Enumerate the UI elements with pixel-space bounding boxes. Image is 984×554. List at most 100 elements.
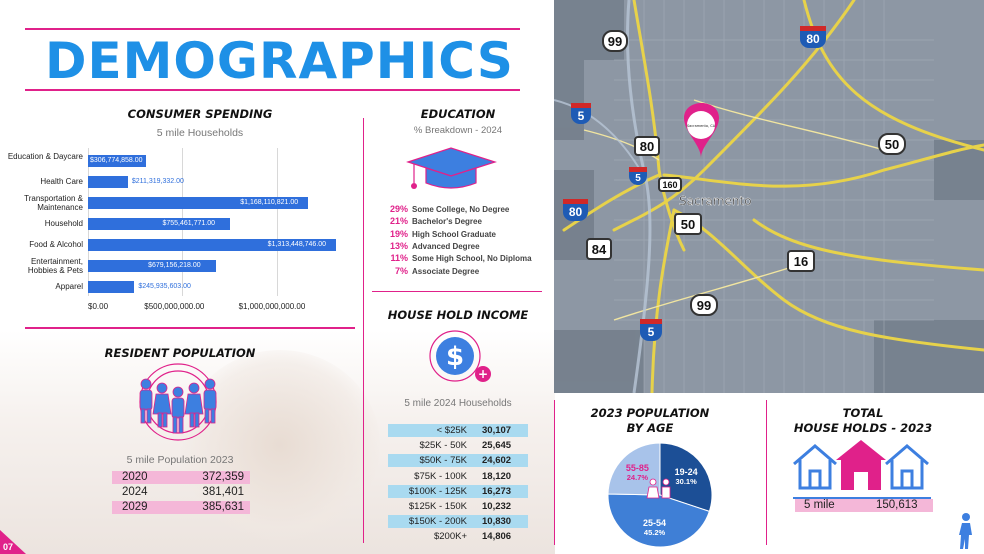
education-percent: 13% — [389, 240, 408, 251]
people-group-icon — [139, 363, 217, 441]
interstate-80-north-shield: 80 — [800, 26, 826, 48]
chart-bar — [88, 259, 217, 272]
income-value: 14,806 — [482, 531, 512, 543]
education-label: Bachelor's Degree — [412, 217, 482, 227]
income-bracket: $150K - 200K — [408, 516, 467, 528]
chart-category-label: Household — [44, 218, 83, 228]
education-heading: EDUCATION — [420, 107, 496, 121]
divider-vertical-right-b — [766, 400, 767, 545]
chart-category-label: Apparel — [55, 281, 83, 291]
population-age-heading-1: 2023 POPULATION — [590, 406, 710, 420]
total-households-rule — [793, 497, 931, 499]
education-label: High School Graduate — [412, 229, 497, 239]
highway-50-east-shield: 50 — [878, 133, 906, 155]
population-year: 2024 — [122, 486, 148, 498]
svg-text:$: $ — [446, 342, 464, 372]
population-value: 385,631 — [202, 501, 244, 513]
chart-bar — [88, 196, 309, 209]
population-year: 2029 — [122, 501, 148, 513]
education-row: 7% Associate Degree — [380, 266, 479, 276]
interstate-5-center-shield: 5 — [629, 167, 647, 185]
divider-vertical-right-a — [554, 400, 555, 545]
income-row: < $25K 30,107 — [388, 424, 528, 437]
consumer-spending-heading: CONSUMER SPENDING — [127, 107, 273, 121]
population-age-heading-2: BY AGE — [626, 421, 674, 435]
chart-x-tick-label: $0.00 — [88, 302, 109, 311]
population-year: 2020 — [122, 471, 148, 483]
page-title: DEMOGRAPHICS — [45, 32, 514, 90]
highway-50-center-shield: 50 — [674, 213, 702, 235]
highway-160-shield: 160 — [658, 177, 682, 192]
highway-84-shield: 84 — [586, 238, 612, 260]
chart-bar-value-label: $1,313,448,746.00 — [267, 240, 327, 248]
total-households-heading-2: HOUSE HOLDS - 2023 — [793, 421, 933, 435]
chart-bar — [88, 238, 336, 251]
svg-text:+: + — [478, 367, 488, 381]
chart-bar — [88, 280, 135, 293]
income-row: $125K - 150K 10,232 — [388, 500, 528, 513]
chart-bar-value-label: $755,461,771.00 — [162, 219, 216, 227]
population-row: 2029 385,631 — [112, 501, 250, 514]
population-value: 372,359 — [202, 471, 244, 483]
highway-80-shield: 80 — [634, 136, 660, 156]
income-row: $25K - 50K 25,645 — [388, 439, 528, 452]
education-percent: 21% — [389, 216, 408, 227]
graduation-cap-icon — [406, 147, 497, 189]
chart-bar — [88, 175, 128, 188]
total-households-bar — [795, 499, 933, 512]
map-marker-text: Sacramento, CA — [687, 124, 716, 128]
income-value: 30,107 — [482, 425, 512, 436]
income-value: 10,830 — [482, 516, 512, 528]
income-bracket: $100K - 125K — [408, 485, 467, 497]
income-row: $50K - 75K 24,602 — [388, 454, 528, 468]
total-households-value: 150,613 — [876, 499, 918, 511]
income-value: 16,273 — [482, 485, 512, 497]
chart-bar — [88, 217, 231, 230]
pie-slice-percent: 30.1% — [676, 477, 698, 486]
resident-population-heading: RESIDENT POPULATION — [104, 346, 256, 360]
consumer-spending-chart: $0.00 $500,000,000.00 $1,000,000,000.00 Edu… — [0, 145, 360, 315]
income-subtitle: 5 mile 2024 Households — [404, 398, 512, 409]
houses-icon — [793, 440, 929, 490]
income-row: $200K+ 14,806 — [388, 530, 528, 543]
total-households-heading-1: TOTAL — [842, 406, 884, 420]
income-bracket: $75K - 100K — [414, 470, 467, 482]
education-label: Associate Degree — [412, 266, 480, 276]
pie-slice-label: 55-85 — [626, 463, 649, 473]
page-number: 07 — [3, 542, 14, 552]
resident-population-subtitle: 5 mile Population 2023 — [126, 454, 234, 466]
chart-category-label: Transportation & Maintenance — [24, 193, 83, 212]
chart-category-label: Food & Alcohol — [29, 239, 83, 249]
chart-category-label: Entertainment, Hobbies & Pets — [27, 256, 83, 275]
income-row: $150K - 200K 10,830 — [388, 515, 528, 529]
income-bracket: $200K+ — [433, 531, 467, 543]
consumer-spending-subtitle: 5 mile Households — [156, 127, 244, 139]
education-row: 21% Bachelor's Degree — [380, 216, 482, 226]
income-value: 10,232 — [482, 501, 512, 512]
income-heading: HOUSE HOLD INCOME — [387, 308, 529, 322]
interstate-80-west-shield: 80 — [563, 199, 588, 221]
chart-gridline — [276, 148, 278, 296]
income-bracket: $125K - 150K — [408, 501, 467, 512]
title-top-rule — [25, 28, 520, 30]
income-row: $100K - 125K 16,273 — [388, 484, 528, 498]
income-bracket: $50K - 75K — [419, 455, 467, 467]
divider-mid — [372, 291, 542, 292]
chart-x-tick-label: $1,000,000,000.00 — [238, 302, 306, 311]
education-subtitle: % Breakdown - 2024 — [413, 125, 503, 136]
chart-bar-value-label: $1,168,110,821.00 — [240, 198, 299, 206]
pie-slice-percent: 24.7% — [627, 473, 649, 482]
education-percent: 29% — [389, 204, 408, 214]
education-row: 13% Advanced Degree — [380, 241, 480, 251]
title-bottom-rule — [25, 89, 520, 91]
dollar-circle-icon: $ + — [429, 330, 491, 382]
pie-slice-label: 25-54 — [643, 518, 666, 528]
income-value: 25,645 — [482, 440, 512, 452]
population-value: 381,401 — [202, 486, 244, 498]
chart-bar-value-label: $245,935,603.00 — [138, 282, 191, 290]
pie-slice — [607, 493, 710, 548]
education-percent: 7% — [394, 265, 408, 276]
chart-x-tick-label: $500,000,000.00 — [144, 302, 205, 311]
income-value: 24,602 — [482, 455, 512, 467]
